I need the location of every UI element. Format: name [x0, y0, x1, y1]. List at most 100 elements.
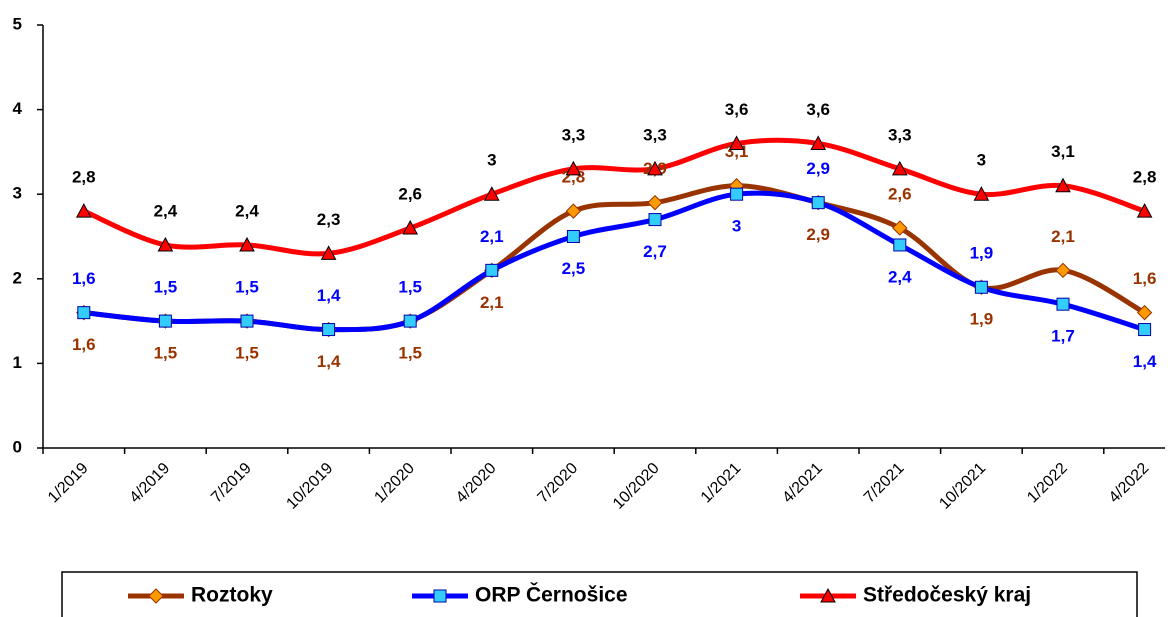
value-label: 1,4 [317, 352, 341, 371]
value-label: 2,4 [235, 201, 259, 220]
x-tick-label: 4/2019 [127, 460, 174, 507]
x-tick-label: 4/2022 [1106, 460, 1153, 507]
value-label: 2,3 [317, 210, 341, 229]
value-label: 2,1 [1051, 227, 1075, 246]
y-tick-label: 5 [13, 14, 22, 33]
marker [485, 263, 499, 277]
marker [811, 196, 825, 210]
marker [728, 135, 745, 150]
marker [483, 186, 500, 201]
y-tick-label: 3 [13, 184, 22, 203]
marker [973, 186, 990, 201]
value-label: 3 [487, 151, 496, 170]
value-label: 1,7 [1051, 327, 1075, 346]
marker [1056, 297, 1070, 311]
value-label: 2,1 [480, 293, 504, 312]
x-tick-label: 10/2019 [283, 460, 336, 513]
value-label: 2,6 [398, 185, 422, 204]
marker [1055, 177, 1071, 193]
value-label: 1,5 [235, 344, 259, 363]
value-label: 2,6 [888, 185, 912, 204]
marker [148, 588, 164, 604]
value-label: 3,3 [888, 125, 912, 144]
value-label: 3,3 [562, 125, 586, 144]
value-label: 1,6 [72, 269, 96, 288]
marker [893, 238, 907, 252]
value-label: 1,9 [970, 244, 994, 263]
marker [1138, 323, 1152, 337]
x-tick-label: 7/2019 [208, 460, 255, 507]
marker [647, 160, 663, 176]
x-tick-label: 10/2021 [936, 460, 989, 513]
value-label: 2,5 [562, 259, 586, 278]
marker [1055, 262, 1071, 279]
value-label: 2,4 [888, 267, 912, 286]
marker [566, 230, 580, 243]
marker [974, 280, 988, 294]
x-tick-label: 10/2020 [610, 460, 663, 513]
value-label: 2,8 [72, 168, 96, 187]
value-label: 2,8 [1133, 168, 1157, 187]
marker [648, 213, 662, 227]
marker [647, 194, 663, 211]
value-label: 1,5 [235, 278, 259, 297]
x-tick-label: 1/2020 [371, 460, 418, 507]
x-tick-label: 1/2021 [698, 460, 745, 507]
x-tick-label: 7/2021 [861, 460, 908, 507]
value-label: 2,1 [480, 227, 504, 246]
y-tick-label: 2 [13, 268, 22, 287]
marker [402, 219, 419, 235]
value-label: 1,5 [154, 278, 178, 297]
legend-label: Roztoky [191, 584, 273, 607]
value-label: 2,7 [643, 242, 667, 261]
value-label: 1,6 [72, 335, 96, 354]
value-label: 2,9 [806, 159, 830, 178]
value-label: 3,6 [725, 100, 749, 119]
marker [1136, 203, 1153, 218]
marker [1136, 304, 1153, 321]
x-tick-label: 1/2019 [45, 460, 92, 507]
marker [565, 160, 582, 176]
marker [820, 587, 836, 603]
series-line [82, 137, 1146, 257]
y-tick-label: 1 [13, 353, 22, 372]
value-label: 3 [732, 217, 741, 236]
value-label: 2,4 [154, 201, 178, 220]
marker [892, 220, 908, 236]
x-tick-label: 4/2021 [779, 460, 826, 507]
value-label: 1,4 [1133, 352, 1157, 371]
y-tick-label: 4 [13, 99, 23, 118]
marker [565, 203, 582, 219]
marker [77, 306, 91, 320]
marker [810, 135, 827, 150]
marker [433, 589, 447, 603]
value-label: 1,5 [398, 344, 422, 363]
value-label: 1,6 [1133, 269, 1157, 288]
marker [891, 160, 908, 176]
marker [75, 203, 92, 218]
value-label: 1,4 [317, 286, 341, 305]
marker [322, 323, 336, 337]
value-label: 3 [977, 151, 986, 170]
legend-box [61, 571, 1138, 617]
x-tick-label: 1/2022 [1024, 460, 1071, 507]
value-label: 3,3 [643, 125, 667, 144]
y-tick-label: 0 [13, 437, 22, 456]
x-tick-label: 4/2020 [453, 460, 500, 507]
value-label: 2,9 [806, 225, 830, 244]
legend-label: ORP Černošice [475, 583, 628, 607]
marker [239, 236, 255, 252]
value-label: 3,6 [806, 100, 830, 119]
value-label: 1,5 [398, 278, 422, 297]
value-label: 3,1 [1051, 142, 1075, 161]
series-line [83, 190, 1146, 333]
marker [403, 314, 417, 328]
value-label: 1,9 [970, 310, 994, 329]
marker [240, 314, 254, 328]
legend-label: Středočeský kraj [863, 584, 1031, 607]
x-tick-label: 7/2020 [535, 460, 582, 507]
marker [158, 314, 172, 328]
value-label: 1,5 [154, 344, 178, 363]
marker [730, 187, 744, 201]
